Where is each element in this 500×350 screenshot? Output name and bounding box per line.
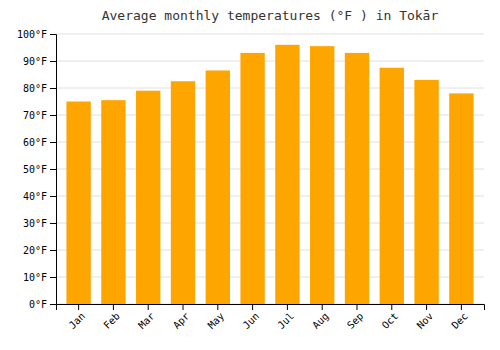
tick-mark [78,304,79,310]
tick: 0°F [29,299,56,310]
tick-mark [50,304,56,305]
tick-label: Oct [380,310,401,331]
axis-line [50,35,57,305]
bar [275,45,299,304]
tick: Apr [171,304,192,331]
x-axis: Jan Feb Mar Apr May Jun Jul Aug Sep Oct Nov Dec [57,304,485,331]
tick: Jul [275,304,296,331]
tick-mark [50,61,56,62]
tick-label: 20°F [23,245,47,256]
bar [449,93,473,304]
tick: Nov [415,304,436,331]
bar [345,53,369,304]
tick-label: 10°F [23,272,47,283]
tick: 40°F [23,191,56,202]
tick: Sep [345,304,366,331]
tick-label: Mar [136,310,157,331]
tick-mark [50,277,56,278]
tick-mark [461,304,462,310]
tick-mark [183,304,184,310]
tick: 80°F [23,83,56,94]
tick-mark [287,304,288,310]
tick-mark [391,304,392,310]
tick-label: Dec [449,310,470,331]
tick: 70°F [23,110,56,121]
tick-mark [50,142,56,143]
tick-mark [322,304,323,310]
tick-label: Aug [310,310,331,331]
tick-label: 90°F [23,56,47,67]
tick-mark [50,115,56,116]
bar [66,102,90,305]
tick-mark [426,304,427,310]
tick-label: 0°F [29,299,47,310]
bar [414,80,438,304]
tick: 10°F [23,272,56,283]
tick: Jun [241,304,262,331]
tick-mark [50,88,56,89]
tick-mark [113,304,114,310]
bars [66,45,473,304]
tick: 50°F [23,164,56,175]
y-axis: 0°F 10°F 20°F 30°F 40°F 50°F 60°F 70°F 80°F 90°F 1… [17,29,57,310]
tick-label: Jan [67,310,88,331]
tick: Mar [136,304,157,331]
bar [380,68,404,304]
tick-label: 30°F [23,218,47,229]
grid-line [56,34,484,35]
tick-label: 70°F [23,110,47,121]
chart: 0°F 10°F 20°F 30°F 40°F 50°F 60°F 70°F 80°F 90°F 1… [0,0,500,350]
tick-mark [356,304,357,310]
bar [136,91,160,304]
tick: 60°F [23,137,56,148]
tick-label: Apr [171,310,192,331]
bar [171,81,195,304]
plot: 0°F 10°F 20°F 30°F 40°F 50°F 60°F 70°F 80°F 90°F 1… [17,29,485,331]
tick-label: Nov [415,310,436,331]
tick: 100°F [17,29,56,40]
grid-line [56,61,484,62]
bar [240,53,264,304]
tick-mark [50,223,56,224]
tick-label: 100°F [17,29,47,40]
bar [206,70,230,304]
tick-label: 80°F [23,83,47,94]
tick-mark [50,250,56,251]
tick-mark [217,304,218,310]
axis-line [57,305,485,311]
tick: May [206,304,227,331]
tick-label: Jul [275,310,296,331]
tick-label: 50°F [23,164,47,175]
tick: 20°F [23,245,56,256]
tick-label: 40°F [23,191,47,202]
tick: Dec [449,304,470,331]
tick-label: 60°F [23,137,47,148]
tick: Jan [67,304,88,331]
tick: Oct [380,304,401,331]
grid [56,34,484,304]
bar [101,100,125,304]
tick-label: Sep [345,310,366,331]
bar [310,46,334,304]
tick-label: May [206,310,227,331]
tick: Feb [101,304,122,331]
tick-mark [50,34,56,35]
tick-label: Feb [101,310,122,331]
tick: 90°F [23,56,56,67]
tick: Aug [310,304,331,331]
tick-mark [50,196,56,197]
tick-mark [148,304,149,310]
tick-label: Jun [241,310,262,331]
tick-mark [50,169,56,170]
tick-mark [252,304,253,310]
tick: 30°F [23,218,56,229]
title: Average monthly temperatures (°F ) in To… [102,8,439,23]
